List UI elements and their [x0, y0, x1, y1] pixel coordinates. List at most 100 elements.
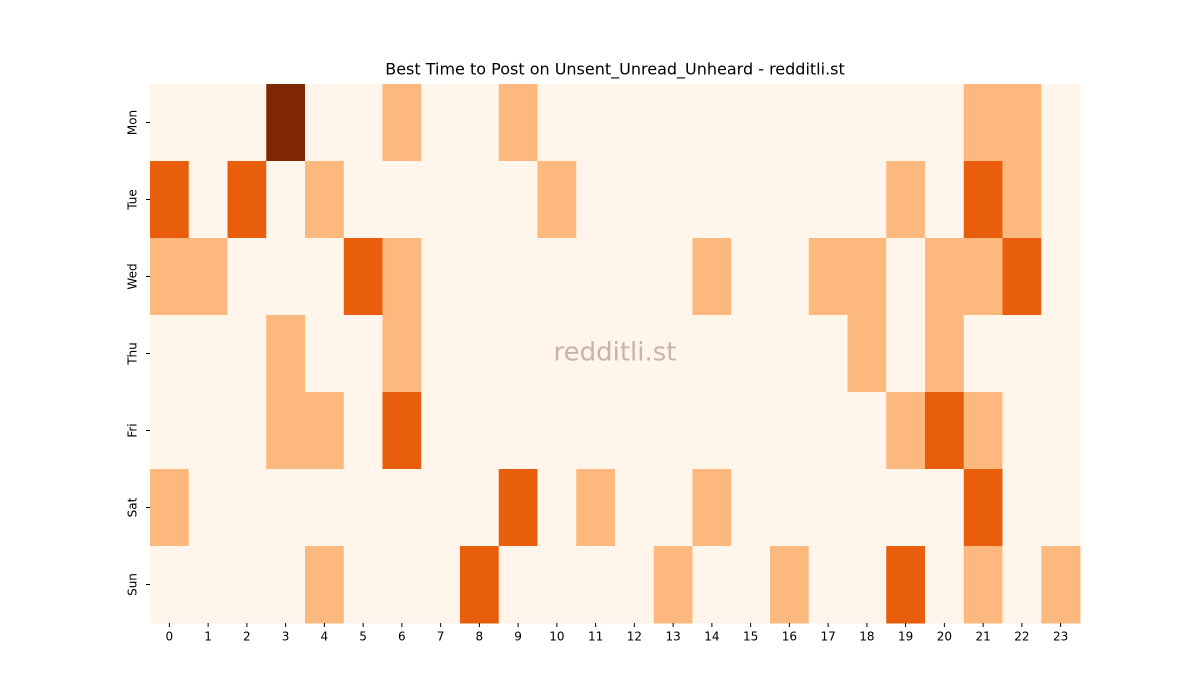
heatmap-cell [576, 238, 616, 316]
x-tick-label: 21 [975, 630, 990, 644]
heatmap-cell [847, 84, 887, 162]
x-tick-label: 23 [1053, 630, 1068, 644]
heatmap-cell [498, 238, 538, 316]
heatmap-cell [576, 315, 616, 393]
heatmap-cell [305, 392, 345, 470]
heatmap-cell [692, 469, 732, 547]
heatmap-cell [925, 315, 965, 393]
heatmap-cell [770, 392, 810, 470]
heatmap-cell [266, 161, 306, 239]
heatmap-cell [770, 546, 810, 624]
heatmap-cell [460, 546, 500, 624]
heatmap-cell [808, 469, 848, 547]
x-tick-label: 3 [282, 630, 290, 644]
heatmap-cell [382, 315, 422, 393]
heatmap-cell [382, 84, 422, 162]
heatmap-cell [808, 161, 848, 239]
heatmap-cell [188, 238, 228, 316]
heatmap-cell [731, 84, 771, 162]
heatmap-cell [343, 392, 383, 470]
heatmap-cell [188, 392, 228, 470]
heatmap-cell [1041, 392, 1081, 470]
heatmap-cell [150, 392, 190, 470]
x-tick-label: 15 [743, 630, 758, 644]
heatmap-cell [460, 469, 500, 547]
heatmap-cell [1002, 238, 1042, 316]
heatmap-cell [847, 546, 887, 624]
heatmap-cell [460, 238, 500, 316]
heatmap-cell [1002, 546, 1042, 624]
heatmap-cell [576, 161, 616, 239]
heatmap-cell [653, 392, 693, 470]
heatmap-cell [460, 392, 500, 470]
heatmap-cell [305, 84, 345, 162]
x-tick-label: 14 [704, 630, 719, 644]
x-tick-label: 0 [166, 630, 174, 644]
heatmap-cell [1041, 161, 1081, 239]
heatmap-cell [382, 161, 422, 239]
heatmap-cell [886, 546, 926, 624]
y-tick-label: Mon [126, 110, 140, 135]
heatmap-cell [963, 238, 1003, 316]
heatmap-cell [925, 469, 965, 547]
x-tick-label: 8 [476, 630, 484, 644]
heatmap-cell [227, 392, 267, 470]
heatmap-cell [576, 546, 616, 624]
heatmap-cell [421, 392, 461, 470]
heatmap-cell [653, 546, 693, 624]
y-tick-label: Tue [126, 189, 140, 211]
heatmap-cell [266, 84, 306, 162]
heatmap-cell [382, 469, 422, 547]
heatmap-cell [653, 161, 693, 239]
heatmap-cell [382, 238, 422, 316]
heatmap-cell [847, 392, 887, 470]
heatmap-cell [266, 469, 306, 547]
heatmap-cell [343, 238, 383, 316]
x-tick-label: 7 [437, 630, 445, 644]
heatmap-cell [1041, 315, 1081, 393]
x-tick-label: 1 [204, 630, 212, 644]
x-tick-label: 12 [627, 630, 642, 644]
heatmap-cell [963, 84, 1003, 162]
heatmap-cell [886, 315, 926, 393]
heatmap-cell [731, 238, 771, 316]
heatmap-cell [537, 392, 577, 470]
x-tick-label: 4 [321, 630, 329, 644]
heatmap-cell [576, 392, 616, 470]
heatmap-cell [305, 315, 345, 393]
heatmap-cell [731, 392, 771, 470]
heatmap-cell [770, 238, 810, 316]
heatmap-cell [227, 469, 267, 547]
heatmap-cell [925, 238, 965, 316]
heatmap-cell [847, 161, 887, 239]
heatmap-cell [498, 392, 538, 470]
heatmap-cell [537, 161, 577, 239]
heatmap-cell [808, 392, 848, 470]
heatmap-cell [963, 161, 1003, 239]
heatmap-cell [382, 546, 422, 624]
heatmap-cell [498, 84, 538, 162]
heatmap-cell [886, 238, 926, 316]
y-tick-label: Sun [126, 573, 140, 596]
heatmap-cell [305, 546, 345, 624]
y-tick-label: Sat [126, 497, 140, 517]
heatmap-cell [770, 469, 810, 547]
heatmap-cell [266, 392, 306, 470]
heatmap-cell [692, 238, 732, 316]
heatmap-cell [808, 84, 848, 162]
heatmap-cell [886, 84, 926, 162]
heatmap-cell [770, 315, 810, 393]
heatmap-cell [1041, 469, 1081, 547]
heatmap-cell [731, 315, 771, 393]
heatmap-cell [421, 546, 461, 624]
heatmap-cell [692, 84, 732, 162]
x-tick-label: 18 [859, 630, 874, 644]
x-tick-label: 22 [1014, 630, 1029, 644]
heatmap-cell [227, 546, 267, 624]
heatmap-cell [537, 238, 577, 316]
heatmap-cell [692, 315, 732, 393]
heatmap-cell [653, 84, 693, 162]
x-tick-label: 20 [937, 630, 952, 644]
heatmap-cell [227, 238, 267, 316]
